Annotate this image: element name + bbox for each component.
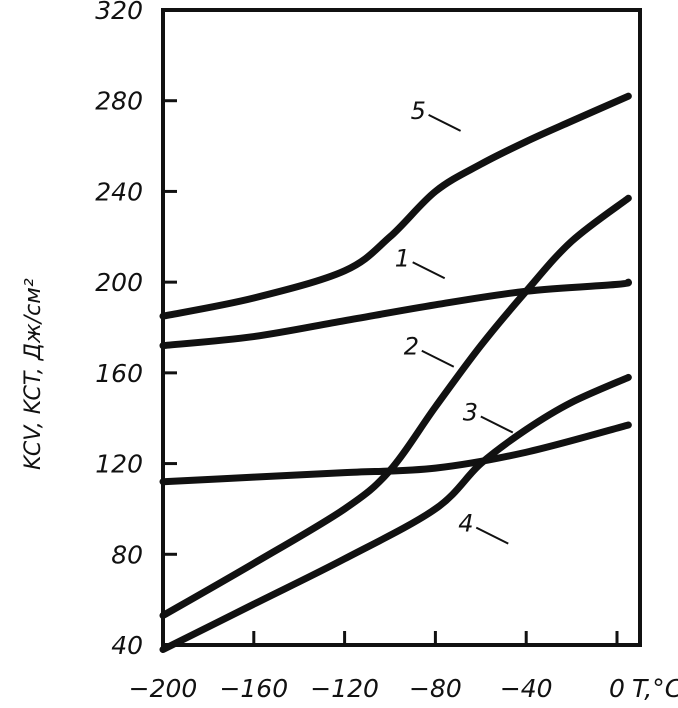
series-line-4	[159, 373, 632, 654]
x-tick-label: −160	[219, 674, 288, 703]
x-tick-label: −40	[500, 674, 553, 703]
curve-leader-2	[421, 349, 455, 368]
y-tick-label: 200	[95, 268, 143, 297]
y-tick-label: 120	[95, 450, 143, 479]
y-tick-label: 240	[95, 177, 143, 206]
curve-leader-1	[412, 261, 446, 280]
y-tick-label: 160	[95, 359, 143, 388]
y-tick-label: 280	[95, 87, 143, 116]
plot-frame	[161, 8, 642, 647]
series-line-5	[159, 92, 632, 320]
curve-label-2: 2	[404, 333, 419, 361]
curve-leader-4	[475, 526, 509, 545]
y-tick-label: 80	[111, 540, 143, 569]
curve-label-1: 1	[395, 244, 410, 272]
curve-label-5: 5	[411, 97, 426, 125]
y-tick-label: 320	[95, 0, 143, 25]
x-tick-label: −80	[409, 674, 462, 703]
x-tick-label: −200	[129, 674, 198, 703]
series-line-2	[159, 194, 632, 620]
curve-label-3: 3	[463, 398, 478, 426]
curve-leader-3	[480, 415, 514, 434]
y-tick-label: 40	[111, 631, 143, 660]
labels-group: 5 1 2 3 4	[395, 97, 514, 545]
y-axis-label: KCV, KCT, Дж/см²	[21, 278, 46, 470]
x-tick-label: −120	[310, 674, 379, 703]
x-tick-label: 0	[609, 674, 625, 703]
series-group	[159, 92, 632, 654]
curve-label-4: 4	[458, 510, 473, 538]
x-axis-label: T,°C	[632, 674, 678, 703]
curve-leader-5	[428, 113, 462, 132]
series-line-3	[159, 421, 632, 486]
series-line-1	[159, 278, 632, 350]
